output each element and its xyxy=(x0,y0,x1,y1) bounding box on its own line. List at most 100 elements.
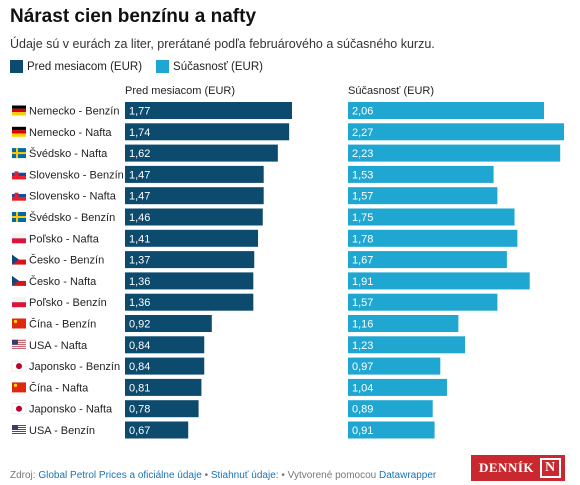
sweden-flag-icon xyxy=(12,212,26,222)
category-label: Česko - Nafta xyxy=(29,275,97,288)
dennik-n-logo[interactable]: DENNÍK N xyxy=(471,455,565,481)
category-label: Poľsko - Nafta xyxy=(29,233,100,245)
footer-source-prefix: Zdroj: xyxy=(10,470,36,481)
legend-item-previous: Pred mesiacom (EUR) xyxy=(10,60,142,73)
bar-previous xyxy=(125,165,264,183)
bar-value-label: 1,62 xyxy=(129,148,150,160)
category-label: Čína - Nafta xyxy=(29,381,89,394)
bar-value-label: 1,57 xyxy=(352,191,373,203)
poland-flag-icon xyxy=(12,297,26,308)
bar-value-label: 1,53 xyxy=(352,169,373,181)
czechia-flag-icon xyxy=(12,275,26,286)
category-label: Švédsko - Nafta xyxy=(29,147,108,160)
bar-value-label: 1,47 xyxy=(129,191,150,203)
legend-swatch-current xyxy=(156,60,170,73)
bar-value-label: 2,27 xyxy=(352,127,373,139)
bar-value-label: 1,41 xyxy=(129,233,150,245)
bar-value-label: 0,97 xyxy=(352,361,373,373)
bar-chart: Pred mesiacom (EUR) Súčasnosť (EUR) Nemeck… xyxy=(11,85,564,439)
bar-current xyxy=(348,400,433,418)
category-label: Česko - Benzín xyxy=(29,254,104,267)
category-label: Čína - Benzín xyxy=(29,318,96,331)
footer-source-link[interactable]: Global Petrol Prices a oficiálne údaje xyxy=(38,470,202,481)
bar-value-label: 0,89 xyxy=(352,404,373,416)
footer-made-with: Vytvorené pomocou xyxy=(287,470,377,481)
bar-value-label: 1,78 xyxy=(352,233,373,245)
bar-current xyxy=(348,144,561,162)
sweden-flag-icon xyxy=(12,148,26,159)
footer-download-link[interactable]: Stiahnuť údaje: xyxy=(210,470,279,481)
bar-previous xyxy=(125,208,263,226)
bar-current xyxy=(348,208,515,226)
category-label: Slovensko - Benzín xyxy=(29,169,124,181)
bar-current xyxy=(348,123,564,141)
bar-current xyxy=(348,272,530,290)
bar-current xyxy=(348,102,545,119)
japan-flag-icon xyxy=(11,360,27,372)
bar-current xyxy=(348,315,459,332)
footer-datawrapper-link[interactable]: Datawrapper xyxy=(379,470,437,481)
footer-separator: • xyxy=(204,470,209,481)
legend-swatch-previous xyxy=(10,60,23,73)
bar-previous xyxy=(125,144,278,162)
china-flag-icon xyxy=(12,318,26,329)
legend-item-current: Súčasnosť (EUR) xyxy=(156,60,263,73)
bar-value-label: 1,46 xyxy=(129,212,150,224)
bar-value-label: 1,36 xyxy=(129,297,150,309)
logo-mark: N xyxy=(540,458,561,478)
germany-flag-icon xyxy=(12,105,26,116)
bar-current xyxy=(348,336,466,354)
china-flag-icon xyxy=(12,382,26,393)
czechia-flag-icon xyxy=(12,254,26,265)
bar-value-label: 1,37 xyxy=(129,255,150,267)
bar-value-label: 0,78 xyxy=(129,404,150,416)
bar-value-label: 1,36 xyxy=(129,276,150,288)
bar-previous xyxy=(125,357,205,375)
slovakia-flag-icon xyxy=(12,169,26,180)
bar-value-label: 1,67 xyxy=(352,255,373,267)
bar-value-label: 0,67 xyxy=(129,425,150,437)
bar-value-label: 1,23 xyxy=(352,340,373,352)
panel-header: Pred mesiacom (EUR) xyxy=(125,85,235,97)
bar-value-label: 0,84 xyxy=(129,361,150,373)
bar-previous xyxy=(125,293,254,311)
category-label: Poľsko - Benzín xyxy=(29,297,107,309)
bar-current xyxy=(348,421,435,439)
category-label: Japonsko - Nafta xyxy=(29,404,113,416)
bar-previous xyxy=(125,400,199,418)
usa-flag-icon xyxy=(12,425,26,435)
bar-current xyxy=(348,378,447,396)
bar-value-label: 1,91 xyxy=(352,276,373,288)
bar-current xyxy=(348,187,498,205)
bar-value-label: 1,04 xyxy=(352,382,373,394)
usa-flag-icon xyxy=(12,339,26,350)
category-label: Švédsko - Benzín xyxy=(29,211,115,224)
bar-previous xyxy=(125,251,255,269)
slovakia-flag-icon xyxy=(12,190,26,201)
legend-label-current: Súčasnosť (EUR) xyxy=(173,60,263,73)
category-label: Japonsko - Benzín xyxy=(29,361,120,373)
category-label: USA - Nafta xyxy=(29,340,88,352)
bar-value-label: 0,92 xyxy=(129,319,150,331)
bar-previous xyxy=(125,421,189,439)
bar-value-label: 0,84 xyxy=(129,340,150,352)
bar-value-label: 1,74 xyxy=(129,127,150,139)
bar-value-label: 0,81 xyxy=(129,382,150,394)
bar-previous xyxy=(125,187,264,205)
bar-previous xyxy=(125,378,202,396)
chart-title: Nárast cien benzínu a nafty xyxy=(10,6,257,27)
bar-value-label: 1,57 xyxy=(352,297,373,309)
category-label: USA - Benzín xyxy=(29,425,95,437)
bar-previous xyxy=(125,229,259,247)
bar-previous xyxy=(125,102,292,119)
bar-value-label: 1,16 xyxy=(352,319,373,331)
bar-current xyxy=(348,293,498,311)
legend-label-previous: Pred mesiacom (EUR) xyxy=(27,60,143,73)
bar-value-label: 2,06 xyxy=(352,106,373,118)
chart-subtitle: Údaje sú v eurách za liter, prerátané po… xyxy=(10,37,435,51)
bar-value-label: 1,47 xyxy=(129,169,150,181)
bar-value-label: 1,77 xyxy=(129,106,150,118)
category-label: Nemecko - Nafta xyxy=(29,127,112,139)
footer-separator: • xyxy=(281,470,285,481)
bar-previous xyxy=(125,272,254,290)
